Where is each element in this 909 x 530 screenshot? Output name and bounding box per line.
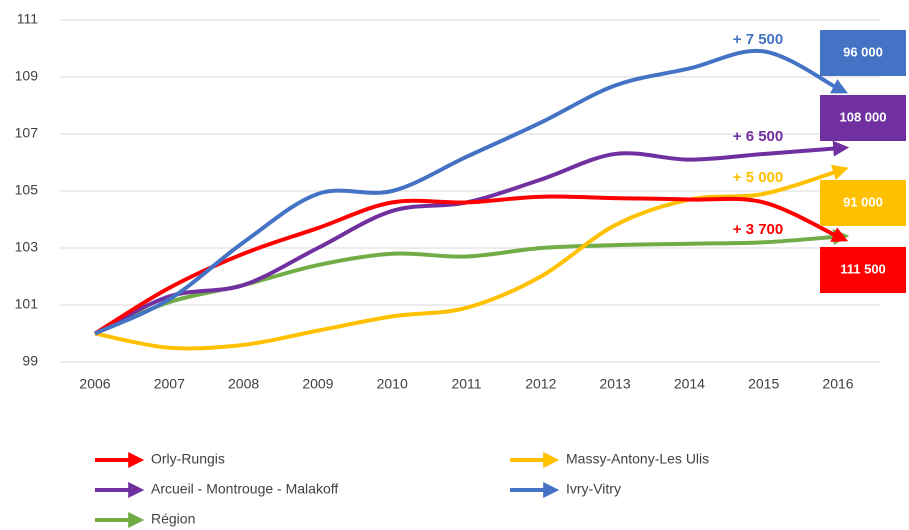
value-box: [820, 180, 906, 226]
value-box: [820, 247, 906, 293]
x-tick-label: 2006: [79, 376, 110, 392]
x-tick-label: 2015: [748, 376, 779, 392]
value-box-label: 96 000: [843, 44, 883, 59]
legend-label: Massy-Antony-Les Ulis: [566, 451, 709, 467]
line: [94, 48, 849, 336]
x-tick-label: 2014: [674, 376, 705, 392]
value-box-label: 91 000: [843, 194, 883, 209]
value-box: [820, 30, 906, 76]
line: [94, 164, 849, 351]
annotation: + 3 700: [733, 221, 783, 238]
y-tick-label: 101: [15, 296, 39, 312]
line: [94, 140, 850, 336]
value-box-label: 108 000: [840, 109, 887, 124]
x-tick-label: 2016: [822, 376, 853, 392]
y-tick-label: 111: [17, 11, 38, 27]
annotation: + 7 500: [733, 31, 783, 48]
x-tick-label: 2008: [228, 376, 259, 392]
legend-label: Orly-Rungis: [151, 451, 225, 467]
x-tick-label: 2011: [451, 376, 481, 392]
value-box-label: 111 500: [840, 261, 886, 276]
y-tick-label: 105: [15, 182, 39, 198]
x-tick-label: 2010: [377, 376, 408, 392]
y-tick-label: 107: [15, 125, 39, 141]
y-tick-label: 99: [22, 353, 38, 369]
line: [94, 228, 850, 336]
x-tick-label: 2013: [600, 376, 631, 392]
legend-label: Ivry-Vitry: [566, 481, 621, 497]
legend-label: Arcueil - Montrouge - Malakoff: [151, 481, 338, 497]
x-tick-label: 2009: [302, 376, 333, 392]
x-tick-label: 2012: [525, 376, 556, 392]
x-tick-label: 2007: [154, 376, 185, 392]
annotation: + 6 500: [733, 128, 783, 145]
annotation: + 5 000: [733, 169, 783, 186]
line: [93, 194, 849, 336]
y-tick-label: 103: [15, 239, 39, 255]
legend-label: Région: [151, 511, 195, 527]
value-box: [820, 95, 906, 141]
y-tick-label: 109: [15, 68, 39, 84]
